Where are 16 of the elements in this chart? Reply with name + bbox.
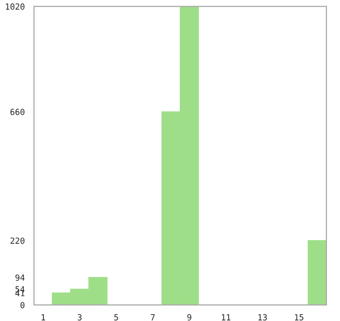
y-tick-label: 54	[16, 286, 25, 292]
x-tick-label: 3	[78, 314, 82, 320]
y-tick-label: 1020	[6, 3, 24, 10]
y-tick-label: 94	[15, 274, 25, 281]
bar	[308, 240, 326, 305]
x-tick-label: 5	[114, 314, 118, 320]
x-tick-label: 15	[294, 314, 304, 320]
y-tick-label: 660	[10, 108, 24, 116]
y-tick-label: 220	[10, 238, 24, 244]
y-tick-label: 41	[15, 290, 24, 296]
x-tick-label: 11	[222, 314, 230, 320]
x-tick-label: 9	[187, 314, 192, 320]
x-tick-label: 7	[150, 314, 155, 320]
x-tick-label: 1	[42, 314, 46, 320]
y-tick-label: 0	[20, 302, 24, 308]
x-tick-label: 13	[258, 314, 267, 320]
